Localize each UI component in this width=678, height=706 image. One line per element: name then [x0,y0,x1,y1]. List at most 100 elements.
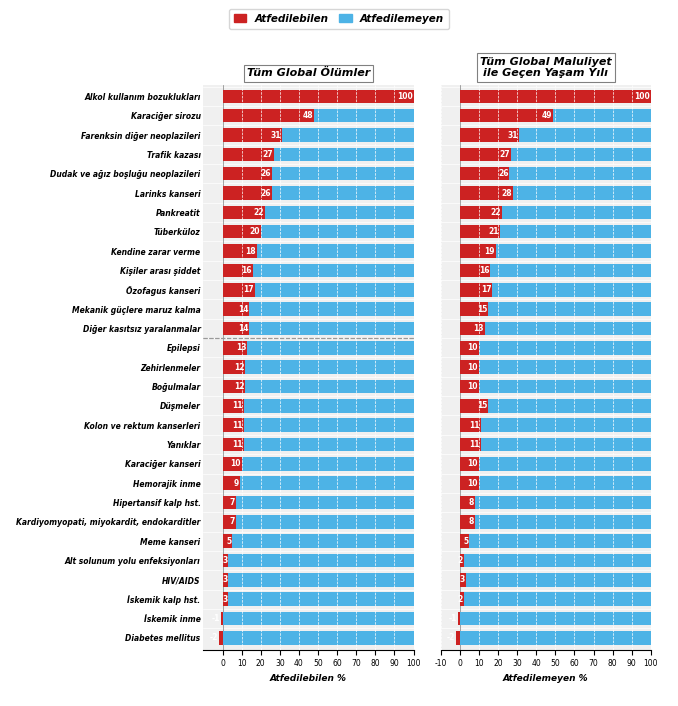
Title: Tüm Global Ölümler: Tüm Global Ölümler [247,68,370,78]
Bar [222,186,272,200]
Text: 20: 20 [250,227,260,237]
Bar [222,573,228,587]
Bar [458,612,460,626]
Bar [460,360,479,374]
Bar [460,477,651,490]
Bar [220,612,222,626]
Bar [460,302,488,316]
Bar [460,592,651,606]
Bar [222,477,414,490]
Bar [460,128,651,142]
Text: 12: 12 [234,363,245,371]
Bar [222,419,243,432]
Text: 11: 11 [232,440,243,449]
Text: 22: 22 [253,208,264,217]
Bar [222,496,414,509]
Bar [222,554,228,568]
Bar [460,225,651,239]
Bar [460,341,479,354]
Bar [460,148,511,161]
Bar [222,457,241,471]
Bar [222,244,414,258]
Text: 17: 17 [481,285,492,294]
Bar [222,109,314,122]
Bar [222,515,236,529]
Bar [460,573,466,587]
Bar [460,109,651,122]
Text: 10: 10 [467,382,478,391]
Bar [460,631,651,645]
Bar [460,225,500,239]
Bar [222,322,414,335]
Bar [460,167,651,181]
Bar [460,244,651,258]
Bar [460,515,475,529]
Bar [460,515,651,529]
Text: 100: 100 [397,92,413,101]
Bar [460,148,651,161]
Bar [456,631,460,645]
Text: -1: -1 [212,614,220,623]
Bar [222,225,414,239]
Text: 7: 7 [230,517,235,527]
Bar [222,477,240,490]
Bar [222,360,245,374]
Bar [460,496,651,509]
Text: 26: 26 [261,189,271,198]
Bar [222,322,250,335]
Bar [222,419,414,432]
Bar [460,90,651,103]
Text: 31: 31 [508,131,518,140]
Text: 48: 48 [302,111,313,120]
Text: 16: 16 [241,266,252,275]
Bar [460,534,651,548]
Text: 11: 11 [232,401,243,410]
Bar [222,631,414,645]
Bar [222,438,243,451]
Text: 2: 2 [458,594,462,604]
Bar [222,225,261,239]
Text: 100: 100 [634,92,650,101]
Bar [460,109,553,122]
Text: 10: 10 [467,363,478,371]
Bar [222,148,274,161]
Text: 3: 3 [222,594,227,604]
Bar [222,90,414,103]
Bar [460,419,651,432]
Text: -2: -2 [447,633,455,642]
Text: 10: 10 [230,460,241,468]
Bar [460,612,651,626]
Text: 10: 10 [467,460,478,468]
Bar [222,457,414,471]
Text: 10: 10 [467,343,478,352]
Bar [222,205,264,219]
Bar [460,496,475,509]
Bar [222,612,414,626]
Text: 14: 14 [238,304,248,313]
Text: 7: 7 [230,498,235,507]
Bar [460,399,488,412]
X-axis label: Atfedilebilen %: Atfedilebilen % [270,674,347,683]
Bar [222,592,228,606]
Bar [460,283,492,297]
Bar [222,380,414,393]
Bar [460,360,651,374]
Bar [222,283,414,297]
Text: 15: 15 [477,401,487,410]
Bar [222,283,255,297]
Bar [460,186,651,200]
Text: 19: 19 [485,246,495,256]
Bar [222,302,250,316]
Bar [222,554,414,568]
Bar [460,380,479,393]
Bar [460,283,651,297]
Bar [222,438,414,451]
Text: 13: 13 [236,343,246,352]
Bar [222,109,414,122]
Bar [460,341,651,354]
Bar [219,631,222,645]
Bar [460,592,464,606]
Bar [460,554,651,568]
Text: 18: 18 [245,246,256,256]
Text: 16: 16 [479,266,490,275]
